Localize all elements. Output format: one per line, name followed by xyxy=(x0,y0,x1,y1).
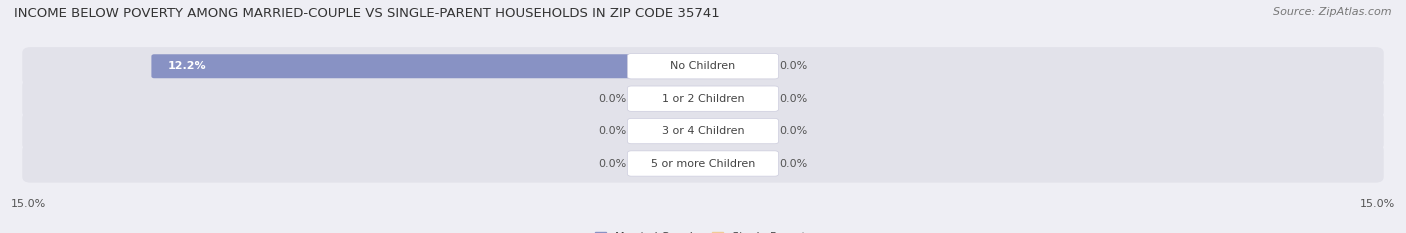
FancyBboxPatch shape xyxy=(627,54,779,79)
Text: Source: ZipAtlas.com: Source: ZipAtlas.com xyxy=(1274,7,1392,17)
Text: 0.0%: 0.0% xyxy=(779,126,807,136)
FancyBboxPatch shape xyxy=(637,151,706,175)
FancyBboxPatch shape xyxy=(700,54,769,78)
FancyBboxPatch shape xyxy=(700,119,769,143)
FancyBboxPatch shape xyxy=(627,86,779,111)
Text: 0.0%: 0.0% xyxy=(779,94,807,104)
Text: 3 or 4 Children: 3 or 4 Children xyxy=(662,126,744,136)
Text: 12.2%: 12.2% xyxy=(167,61,207,71)
FancyBboxPatch shape xyxy=(637,87,706,111)
FancyBboxPatch shape xyxy=(22,112,1384,150)
Text: 0.0%: 0.0% xyxy=(779,61,807,71)
Legend: Married Couples, Single Parents: Married Couples, Single Parents xyxy=(595,232,811,233)
Text: 1 or 2 Children: 1 or 2 Children xyxy=(662,94,744,104)
Text: 0.0%: 0.0% xyxy=(599,158,627,168)
FancyBboxPatch shape xyxy=(627,151,779,176)
Text: 0.0%: 0.0% xyxy=(779,158,807,168)
FancyBboxPatch shape xyxy=(22,79,1384,118)
Text: INCOME BELOW POVERTY AMONG MARRIED-COUPLE VS SINGLE-PARENT HOUSEHOLDS IN ZIP COD: INCOME BELOW POVERTY AMONG MARRIED-COUPL… xyxy=(14,7,720,20)
FancyBboxPatch shape xyxy=(22,47,1384,85)
Text: 5 or more Children: 5 or more Children xyxy=(651,158,755,168)
FancyBboxPatch shape xyxy=(637,119,706,143)
Text: 0.0%: 0.0% xyxy=(599,94,627,104)
FancyBboxPatch shape xyxy=(627,118,779,144)
Text: 0.0%: 0.0% xyxy=(599,126,627,136)
FancyBboxPatch shape xyxy=(152,54,706,78)
FancyBboxPatch shape xyxy=(22,144,1384,183)
FancyBboxPatch shape xyxy=(700,151,769,175)
Text: No Children: No Children xyxy=(671,61,735,71)
FancyBboxPatch shape xyxy=(700,87,769,111)
